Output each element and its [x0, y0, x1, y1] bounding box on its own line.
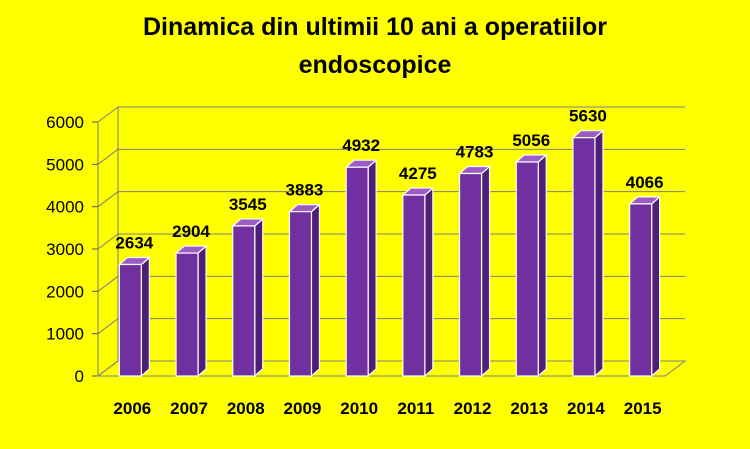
y-tick-label: 0: [75, 367, 84, 386]
data-label: 4932: [342, 136, 380, 155]
bar: [402, 194, 426, 377]
y-tick-label: 3000: [46, 240, 84, 259]
y-tick-label: 5000: [46, 155, 84, 174]
x-tick-label: 2009: [284, 399, 322, 418]
bar: [515, 161, 539, 377]
gridline-depth: [97, 318, 119, 335]
data-label: 4066: [626, 173, 664, 192]
data-label: 2904: [172, 222, 210, 241]
y-tick-label: 1000: [46, 325, 84, 344]
x-tick-label: 2011: [397, 399, 434, 418]
x-tick-label: 2013: [510, 399, 548, 418]
bar: [572, 137, 596, 377]
bar: [345, 166, 369, 377]
chart-title: Dinamica din ultimii 10 ani a operatiilo…: [0, 8, 750, 84]
chart-title-line-2: endoscopice: [298, 51, 452, 79]
gridline-depth: [97, 106, 119, 123]
data-label: 5056: [512, 131, 550, 150]
x-tick-label: 2006: [113, 399, 151, 418]
bar-side: [424, 186, 434, 378]
x-tick-label: 2008: [227, 399, 265, 418]
data-label: 3545: [229, 195, 267, 214]
y-tick-label: 6000: [46, 113, 84, 132]
bar-side: [140, 256, 150, 378]
bar: [175, 252, 199, 377]
x-tick-label: 2015: [624, 399, 662, 418]
bar-side: [254, 217, 264, 378]
bar-side: [651, 195, 661, 378]
chart-title-line-1: Dinamica din ultimii 10 ani a operatiilo…: [142, 13, 607, 41]
bar-side: [310, 203, 321, 378]
x-tick-label: 2014: [567, 399, 605, 418]
bar-side: [537, 153, 547, 378]
x-tick-label: 2010: [340, 399, 378, 418]
x-tick-label: 2007: [170, 399, 208, 418]
bar: [458, 172, 483, 377]
data-label: 2634: [115, 233, 153, 252]
bar-side: [367, 158, 377, 378]
data-label: 4275: [399, 164, 437, 183]
gridline-depth: [97, 275, 119, 292]
data-label: 3883: [286, 181, 324, 200]
data-label: 5630: [569, 107, 607, 126]
y-tick-label: 4000: [46, 198, 84, 217]
gridline-depth: [97, 148, 119, 165]
gridline-depth: [97, 191, 119, 208]
bar-side: [480, 165, 491, 378]
y-tick-label: 2000: [46, 282, 84, 301]
data-label: 4783: [456, 143, 494, 162]
bar: [629, 203, 653, 377]
gridline-depth: [97, 233, 119, 250]
bar: [118, 263, 142, 377]
bar-side: [197, 244, 207, 378]
x-tick-label: 2012: [454, 399, 492, 418]
bar-side: [594, 129, 604, 378]
bar: [288, 211, 313, 377]
bar: [232, 225, 256, 377]
